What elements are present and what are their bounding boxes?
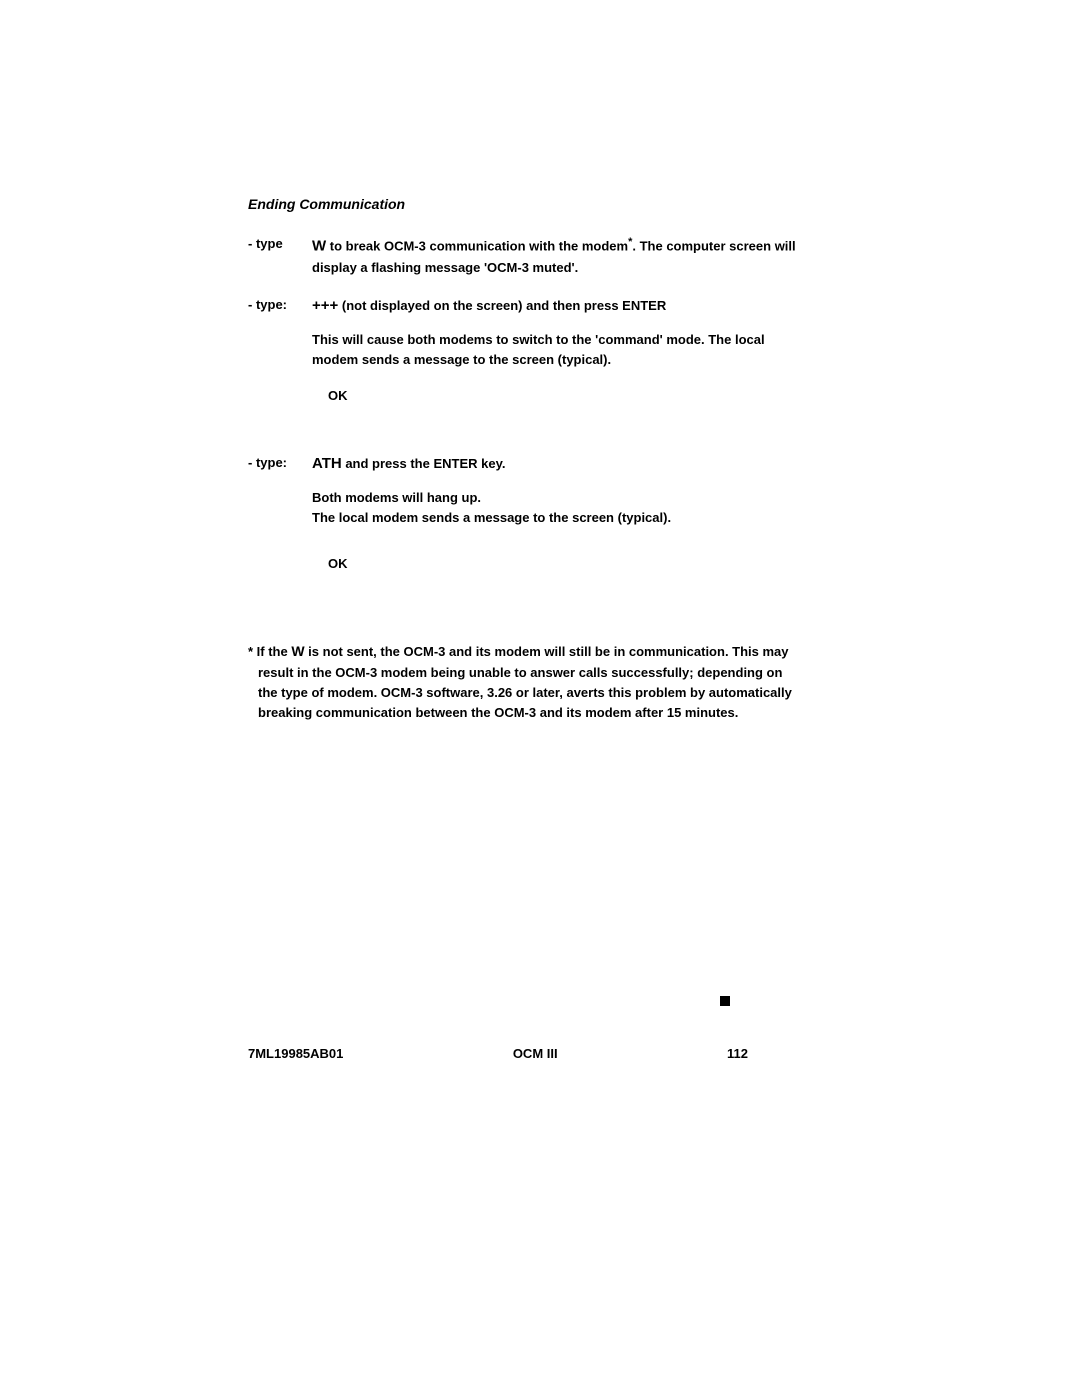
footer-doc-id: 7ML19985AB01 [248, 1046, 343, 1061]
step3-cmd: ATH [312, 455, 342, 472]
step3-followup: Both modems will hang up. The local mode… [312, 488, 798, 528]
footnote-pre: If the [253, 644, 291, 659]
footnote-text: is not sent, the OCM-3 and its modem wil… [258, 644, 792, 720]
footnote-cmd: W [291, 643, 304, 659]
step2-ok: OK [328, 388, 798, 403]
instruction-step-2: - type: +++ (not displayed on the screen… [248, 295, 798, 318]
page-content: Ending Communication - type W to break O… [248, 196, 798, 723]
step1-label: - type [248, 234, 312, 277]
step3-ok: OK [328, 556, 798, 571]
instruction-step-1: - type W to break OCM-3 communication wi… [248, 234, 798, 277]
step3-label: - type: [248, 453, 312, 476]
step3-body: ATH and press the ENTER key. [312, 453, 798, 476]
step2-body: +++ (not displayed on the screen) and th… [312, 295, 798, 318]
footer-doc-title: OCM III [513, 1046, 558, 1061]
footer-page-number: 112 [727, 1046, 748, 1061]
step1-text: to break OCM-3 communication with the mo… [326, 238, 628, 253]
step1-cmd: W [312, 237, 326, 254]
step2-cmd: +++ [312, 297, 338, 314]
step2-label: - type: [248, 295, 312, 318]
step3-text: and press the ENTER key. [342, 456, 506, 471]
instruction-step-3: - type: ATH and press the ENTER key. [248, 453, 798, 476]
section-end-marker-icon [720, 996, 730, 1006]
section-heading: Ending Communication [248, 196, 798, 212]
step2-followup: This will cause both modems to switch to… [312, 330, 798, 370]
step2-text: (not displayed on the screen) and then p… [338, 298, 666, 313]
page-footer: 7ML19985AB01 OCM III 112 [248, 1046, 748, 1061]
footnote: * If the W is not sent, the OCM-3 and it… [248, 641, 798, 723]
step3-followup1: Both modems will hang up. [312, 490, 481, 505]
step1-body: W to break OCM-3 communication with the … [312, 234, 798, 277]
step3-followup2: The local modem sends a message to the s… [312, 510, 671, 525]
